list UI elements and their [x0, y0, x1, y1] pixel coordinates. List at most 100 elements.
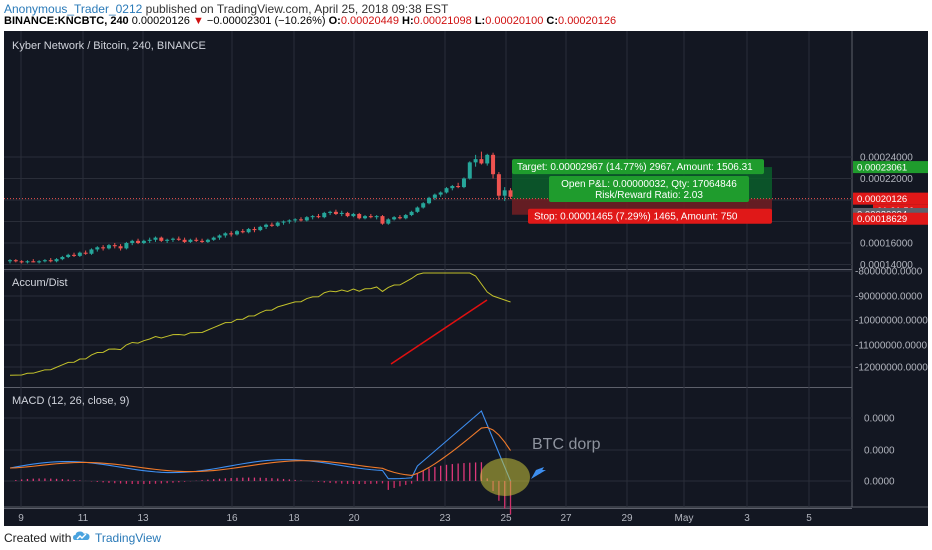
x-tick-label: 18 — [288, 513, 300, 524]
ad-tick-label: -9000000.0000 — [855, 292, 923, 303]
x-tick-label: 23 — [439, 513, 451, 524]
tradingview-logo-icon — [73, 531, 90, 540]
candle-down — [316, 216, 321, 218]
target-price-tag-bg — [853, 161, 928, 174]
stop-price-tag-bg — [853, 212, 928, 225]
candle-down — [333, 211, 338, 214]
macd-tick-label: 0.0000 — [864, 446, 895, 457]
created-with: Created with — [4, 531, 72, 545]
candle-up — [409, 211, 414, 216]
ohlc-line: BINANCE:KNCBTC, 240 0.00020126 ▼ −0.0000… — [4, 15, 616, 27]
candle-down — [13, 260, 18, 262]
candle-up — [8, 260, 12, 262]
candle-up — [124, 243, 129, 249]
symbol: BINANCE:KNCBTC, 240 — [4, 15, 129, 27]
open-value: 0.00020449 — [340, 15, 399, 27]
macd-tick-label: 0.0000 — [864, 414, 895, 425]
candle-up — [415, 207, 420, 212]
price-tick-label: 0.00014000 — [860, 260, 913, 271]
candle-up — [461, 178, 466, 188]
candle-down — [176, 238, 181, 240]
candle-up — [223, 233, 228, 236]
stop-price-tag: 0.00018629 — [857, 214, 907, 225]
candle-up — [188, 239, 193, 242]
x-tick-label: 11 — [78, 513, 89, 524]
btc-dorp-annotation: BTC dorp — [532, 436, 601, 453]
candle-down — [19, 261, 24, 263]
ad-tick-label: -11000000.0000 — [855, 341, 928, 352]
stop-label-bg — [528, 208, 772, 224]
low-label: L: — [474, 15, 486, 27]
candle-down — [345, 212, 350, 217]
candle-up — [217, 235, 222, 238]
candle-down — [200, 240, 205, 242]
candle-down — [269, 224, 274, 226]
candle-up — [403, 215, 408, 219]
macd-title: MACD (12, 26, close, 9) — [12, 395, 129, 407]
candle-up — [450, 186, 455, 189]
candle-up — [95, 247, 100, 250]
candle-down — [397, 217, 402, 219]
candle-up — [351, 213, 356, 217]
open-label: O: — [328, 15, 341, 27]
target-label-bg — [512, 159, 764, 175]
candle-down — [72, 254, 77, 256]
chart-background — [4, 31, 928, 526]
candle-up — [66, 254, 71, 257]
arrow-icon — [531, 467, 546, 479]
candle-up — [467, 162, 472, 179]
candle-up — [421, 203, 426, 208]
candle-down — [368, 216, 373, 218]
risk-reward-label: Risk/Reward Ratio: 2.03 — [595, 190, 703, 201]
change: −0.00002301 (−10.26%) — [206, 15, 326, 27]
pnl-label: Open P&L: 0.00000032, Qty: 17064846 — [561, 179, 737, 190]
last-price-tag-bg — [853, 192, 928, 205]
candle-up — [392, 217, 397, 220]
candle-down — [118, 246, 123, 249]
candle-down — [194, 239, 199, 241]
ad-tick-label: -8000000.0000 — [855, 267, 923, 278]
price-tick-label: 0.00022000 — [860, 174, 913, 185]
close-label: C: — [546, 15, 559, 27]
candle-up — [60, 256, 65, 260]
candle-down — [496, 174, 501, 196]
high-value: 0.00021098 — [413, 15, 472, 27]
chart-svg[interactable]: 9 11 13 16 18 20 23 25 27 29 May 3 50.000240000.0002… — [4, 31, 928, 526]
target-price-tag: 0.00023061 — [857, 163, 907, 174]
candle-up — [153, 237, 158, 240]
candle-down — [357, 213, 362, 219]
author-link[interactable]: Anonymous_Trader_0212 — [4, 2, 143, 16]
candle-up — [77, 252, 82, 256]
candle-up — [473, 159, 478, 163]
candle-up — [246, 229, 251, 233]
candle-down — [136, 240, 141, 243]
x-tick-label: May — [675, 513, 694, 524]
ad-tick-label: -12000000.0000 — [855, 363, 928, 374]
candle-up — [287, 220, 292, 222]
candle-up — [165, 239, 170, 241]
candle-up — [427, 197, 432, 204]
candle-up — [502, 190, 507, 196]
tradingview-brand[interactable]: TradingView — [95, 531, 162, 545]
candle-up — [310, 216, 315, 218]
publish-line: Anonymous_Trader_0212 published on Tradi… — [4, 2, 448, 16]
macd-tick-label: 0.0000 — [864, 477, 895, 488]
chart-panel[interactable]: 9 11 13 16 18 20 23 25 27 29 May 3 5 0.00024000 0.0002… — [4, 31, 928, 526]
price-tick-label: 0.00024000 — [860, 153, 913, 164]
accum-dist-line — [9, 272, 511, 376]
candle-up — [444, 188, 449, 193]
signal-line — [9, 426, 511, 476]
candle-up — [170, 238, 175, 240]
low-value: 0.00020100 — [485, 15, 544, 27]
candle-up — [205, 239, 210, 242]
candle-up — [211, 237, 216, 240]
footer: Created with TradingView — [0, 526, 932, 550]
x-tick-label: 25 — [500, 513, 512, 524]
candle-up — [293, 219, 298, 221]
candle-up — [54, 259, 59, 262]
header: Anonymous_Trader_0212 published on Tradi… — [0, 0, 932, 30]
candle-up — [234, 231, 239, 235]
candle-down — [112, 245, 117, 247]
x-tick-label: 13 — [137, 513, 149, 524]
candle-up — [328, 211, 333, 213]
